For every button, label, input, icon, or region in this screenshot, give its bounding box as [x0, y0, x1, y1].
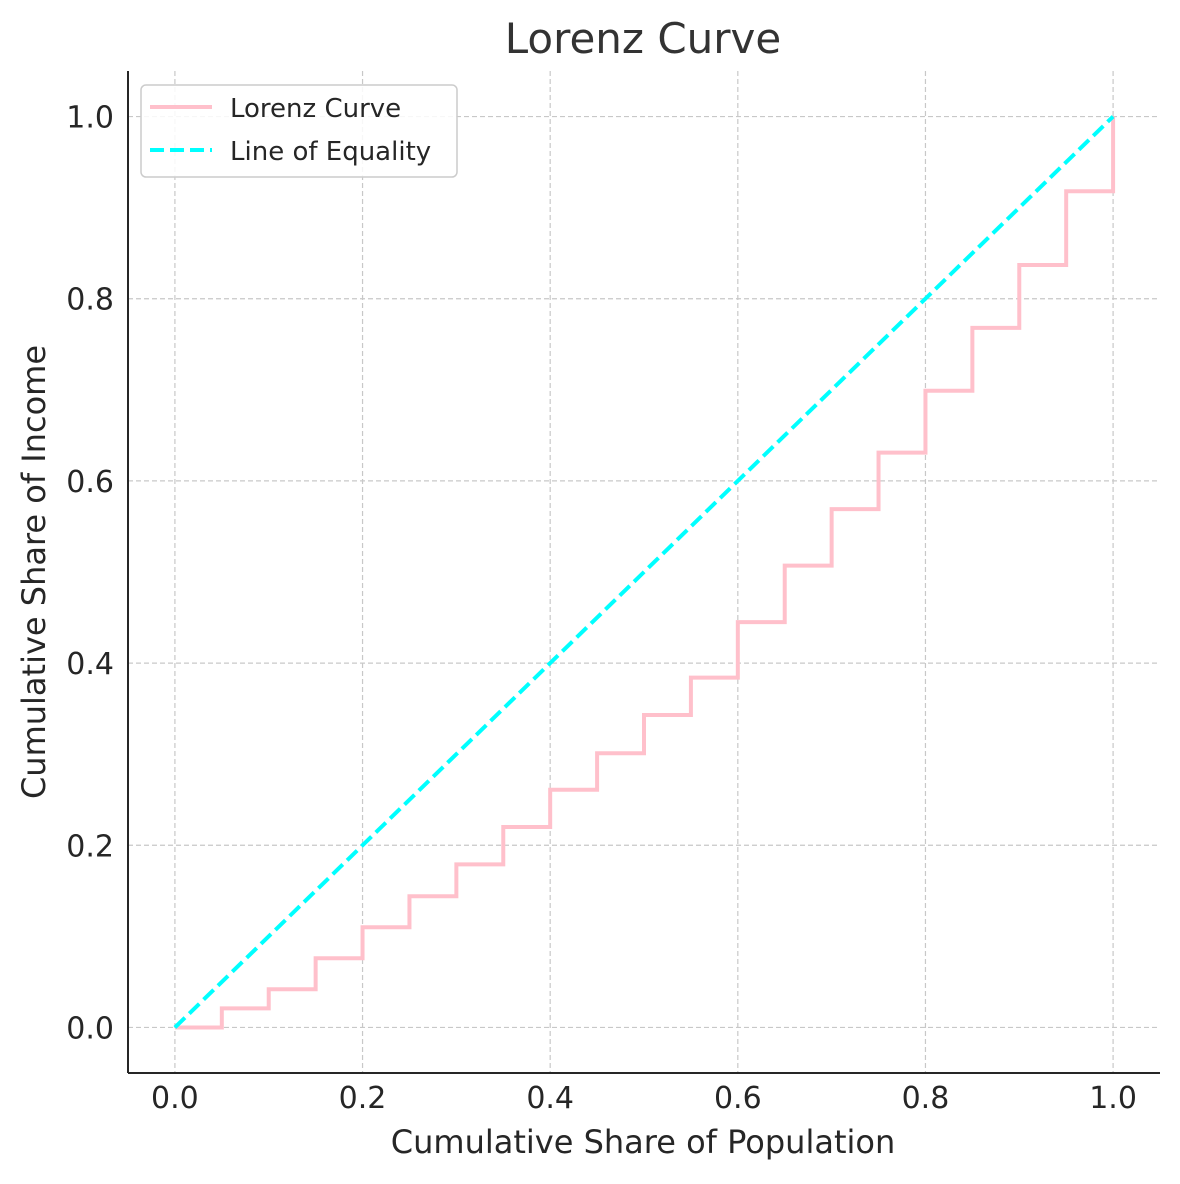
y-tick-label-2: 0.4	[66, 647, 114, 682]
legend-label-equality: Line of Equality	[230, 137, 431, 167]
y-tick-label-0: 0.0	[66, 1011, 114, 1046]
series-layer	[173, 115, 1116, 1030]
ticks-layer: 0.0 0.2 0.4 0.6 0.8 1.0 0.0 0.2 0.4 0.6 0.8 1.0	[66, 101, 1137, 1116]
legend: Lorenz Curve Line of Equality	[140, 84, 458, 178]
y-axis-label: Cumulative Share of Income	[15, 345, 53, 799]
y-tick-label-1: 0.2	[66, 829, 114, 864]
x-tick-label-5: 1.0	[1089, 1081, 1137, 1116]
x-axis-label: Cumulative Share of Population	[391, 1123, 895, 1161]
axes-layer	[127, 71, 1160, 1074]
chart-title: Lorenz Curve	[505, 14, 781, 63]
y-tick-label-5: 1.0	[66, 101, 114, 136]
grid-layer	[128, 71, 1160, 1073]
x-tick-label-2: 0.4	[526, 1081, 574, 1116]
line-of-equality-series	[173, 115, 1115, 1029]
lorenz-curve-series	[174, 116, 1116, 1030]
legend-box	[140, 84, 458, 178]
x-tick-label-1: 0.2	[339, 1081, 387, 1116]
legend-label-lorenz: Lorenz Curve	[230, 94, 401, 124]
x-tick-label-3: 0.6	[714, 1081, 762, 1116]
x-tick-label-0: 0.0	[151, 1081, 199, 1116]
x-tick-label-4: 0.8	[902, 1081, 950, 1116]
y-tick-label-4: 0.8	[66, 283, 114, 318]
y-tick-label-3: 0.6	[66, 465, 114, 500]
